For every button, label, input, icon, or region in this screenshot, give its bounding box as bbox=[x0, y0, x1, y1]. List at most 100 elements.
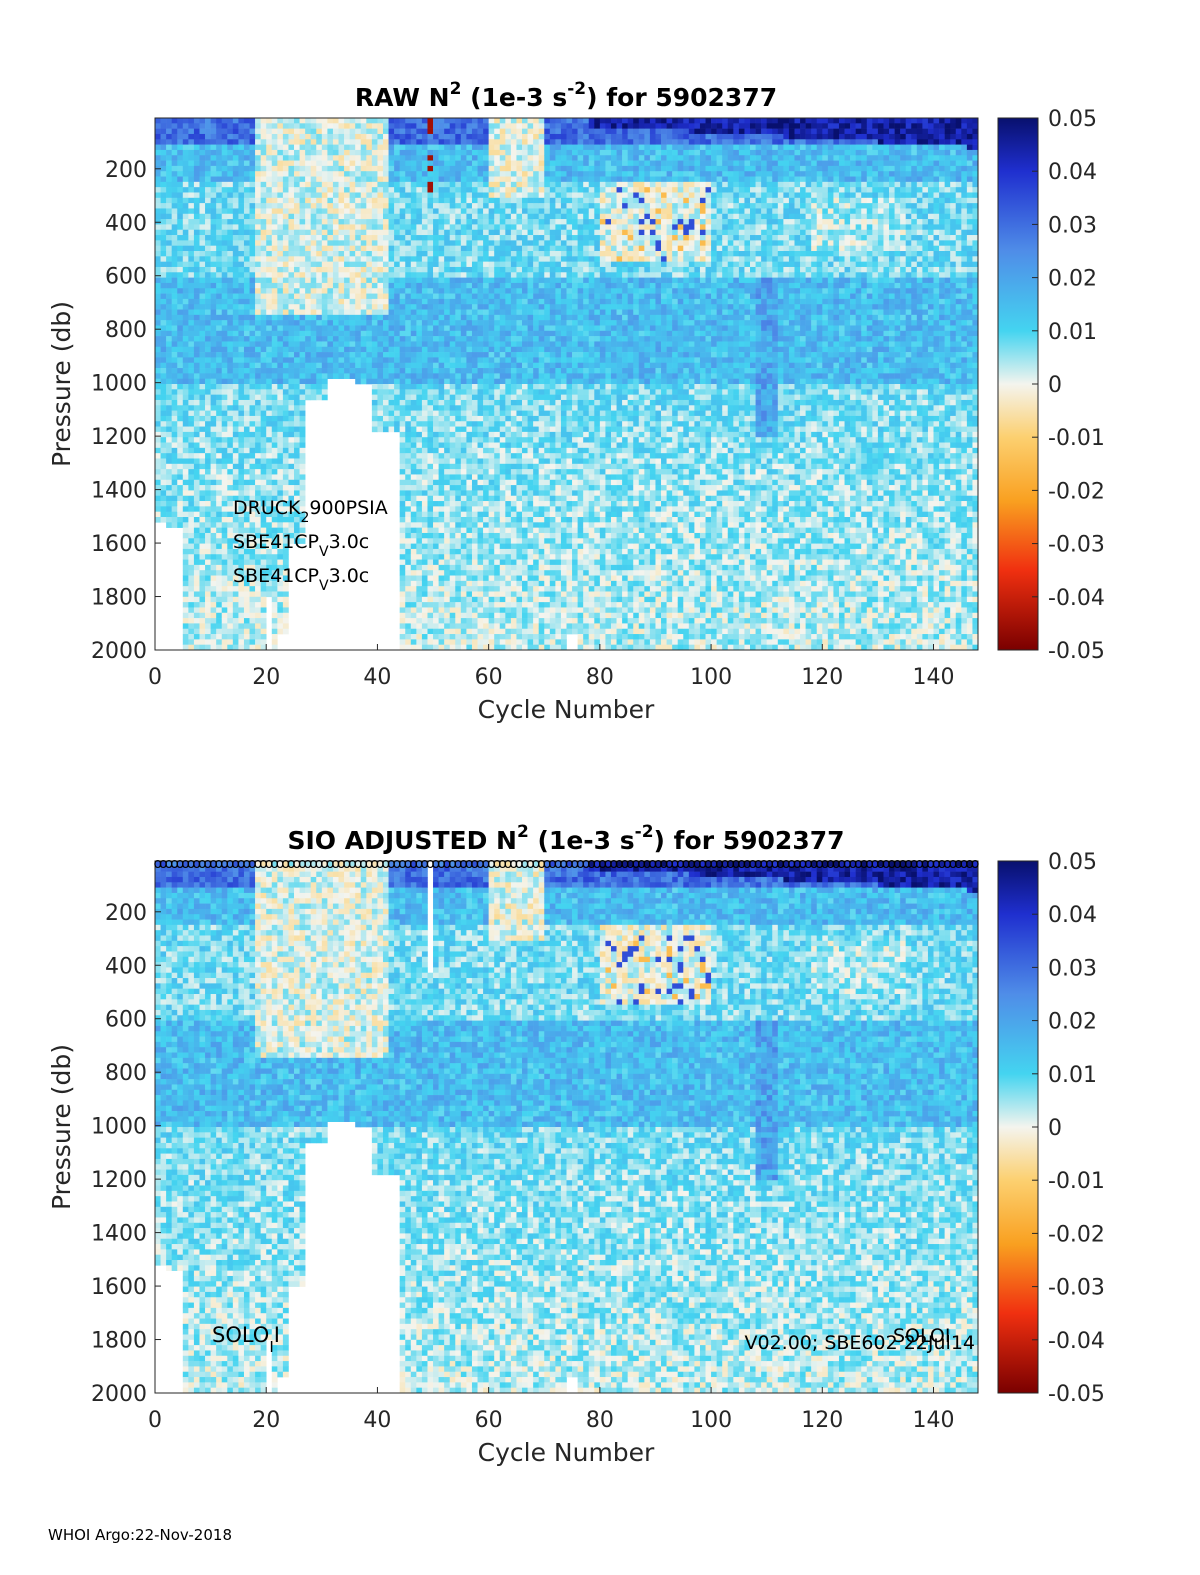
heatmap-cell bbox=[227, 421, 233, 427]
heatmap-cell bbox=[233, 331, 239, 337]
heatmap-cell bbox=[199, 533, 205, 539]
heatmap-cell bbox=[199, 240, 205, 246]
heatmap-cell bbox=[250, 251, 256, 257]
heatmap-cell bbox=[166, 379, 172, 385]
heatmap-cell bbox=[255, 341, 261, 347]
heatmap-cell bbox=[172, 320, 178, 326]
heatmap-cell bbox=[188, 464, 194, 470]
heatmap-cell bbox=[211, 331, 217, 337]
heatmap-cell bbox=[222, 341, 228, 347]
heatmap-cell bbox=[222, 432, 228, 438]
heatmap-cell bbox=[188, 373, 194, 379]
heatmap-cell bbox=[161, 310, 167, 316]
heatmap-cell bbox=[172, 256, 178, 262]
heatmap-cell bbox=[188, 411, 194, 417]
heatmap-cell bbox=[188, 155, 194, 161]
heatmap-cell bbox=[238, 448, 244, 454]
heatmap-cell bbox=[205, 294, 211, 300]
heatmap-cell bbox=[199, 496, 205, 502]
heatmap-cell bbox=[172, 235, 178, 241]
heatmap-cell bbox=[188, 256, 194, 262]
heatmap-cell bbox=[233, 405, 239, 411]
heatmap-cell bbox=[211, 336, 217, 342]
heatmap-cell bbox=[194, 288, 200, 294]
heatmap-cell bbox=[205, 310, 211, 316]
heatmap-cell bbox=[238, 607, 244, 613]
heatmap-cell bbox=[233, 458, 239, 464]
heatmap-cell bbox=[255, 310, 261, 316]
heatmap-cell bbox=[222, 480, 228, 486]
heatmap-cell bbox=[250, 634, 256, 640]
heatmap-cell bbox=[238, 299, 244, 305]
heatmap-cell bbox=[211, 368, 217, 374]
heatmap-cell bbox=[222, 118, 228, 124]
heatmap-cell bbox=[194, 278, 200, 284]
heatmap-cell bbox=[233, 591, 239, 597]
heatmap-cell bbox=[233, 384, 239, 390]
heatmap-cell bbox=[199, 336, 205, 342]
heatmap-cell bbox=[211, 304, 217, 310]
heatmap-cell bbox=[216, 182, 222, 188]
heatmap-cell bbox=[166, 267, 172, 273]
heatmap-cell bbox=[161, 299, 167, 305]
heatmap-cell bbox=[222, 336, 228, 342]
heatmap-cell bbox=[183, 235, 189, 241]
heatmap-cell bbox=[222, 192, 228, 198]
heatmap-cell bbox=[199, 389, 205, 395]
heatmap-cell bbox=[172, 485, 178, 491]
heatmap-cell bbox=[227, 145, 233, 151]
heatmap-cell bbox=[155, 512, 161, 518]
heatmap-cell bbox=[205, 161, 211, 167]
heatmap-cell bbox=[172, 150, 178, 156]
heatmap-cell bbox=[227, 262, 233, 268]
heatmap-cell bbox=[199, 512, 205, 518]
heatmap-cell bbox=[172, 443, 178, 449]
heatmap-cell bbox=[222, 602, 228, 608]
heatmap-cell bbox=[199, 139, 205, 145]
heatmap-cell bbox=[227, 389, 233, 395]
heatmap-cell bbox=[216, 384, 222, 390]
heatmap-cell bbox=[199, 192, 205, 198]
heatmap-cell bbox=[222, 389, 228, 395]
heatmap-cell bbox=[222, 549, 228, 555]
heatmap-cell bbox=[216, 267, 222, 273]
heatmap-cell bbox=[172, 224, 178, 230]
heatmap-cell bbox=[233, 230, 239, 236]
heatmap-cell bbox=[205, 187, 211, 193]
heatmap-cell bbox=[183, 645, 189, 651]
heatmap-cell bbox=[183, 618, 189, 624]
heatmap-cell bbox=[166, 129, 172, 135]
heatmap-cell bbox=[177, 421, 183, 427]
heatmap-cell bbox=[183, 123, 189, 129]
heatmap-cell bbox=[155, 373, 161, 379]
heatmap-cell bbox=[244, 246, 250, 252]
heatmap-cell bbox=[161, 161, 167, 167]
heatmap-cell bbox=[216, 262, 222, 268]
heatmap-cell bbox=[161, 192, 167, 198]
heatmap-cell bbox=[244, 256, 250, 262]
heatmap-cell bbox=[233, 299, 239, 305]
heatmap-cell bbox=[172, 208, 178, 214]
heatmap-cell bbox=[183, 384, 189, 390]
heatmap-cell bbox=[211, 549, 217, 555]
heatmap-cell bbox=[194, 405, 200, 411]
heatmap-cell bbox=[250, 310, 256, 316]
heatmap-cell bbox=[199, 480, 205, 486]
heatmap-cell bbox=[205, 437, 211, 443]
heatmap-cell bbox=[227, 192, 233, 198]
heatmap-cell bbox=[166, 395, 172, 401]
heatmap-cell bbox=[166, 166, 172, 172]
heatmap-cell bbox=[194, 192, 200, 198]
heatmap-cell bbox=[183, 602, 189, 608]
heatmap-cell bbox=[155, 379, 161, 385]
heatmap-cell bbox=[161, 443, 167, 449]
heatmap-cell bbox=[205, 192, 211, 198]
heatmap-cell bbox=[261, 182, 267, 188]
heatmap-cell bbox=[222, 278, 228, 284]
heatmap-cell bbox=[227, 219, 233, 225]
heatmap-cell bbox=[177, 246, 183, 252]
heatmap-cell bbox=[177, 379, 183, 385]
heatmap-cell bbox=[177, 368, 183, 374]
heatmap-cell bbox=[238, 464, 244, 470]
heatmap-cell bbox=[244, 384, 250, 390]
